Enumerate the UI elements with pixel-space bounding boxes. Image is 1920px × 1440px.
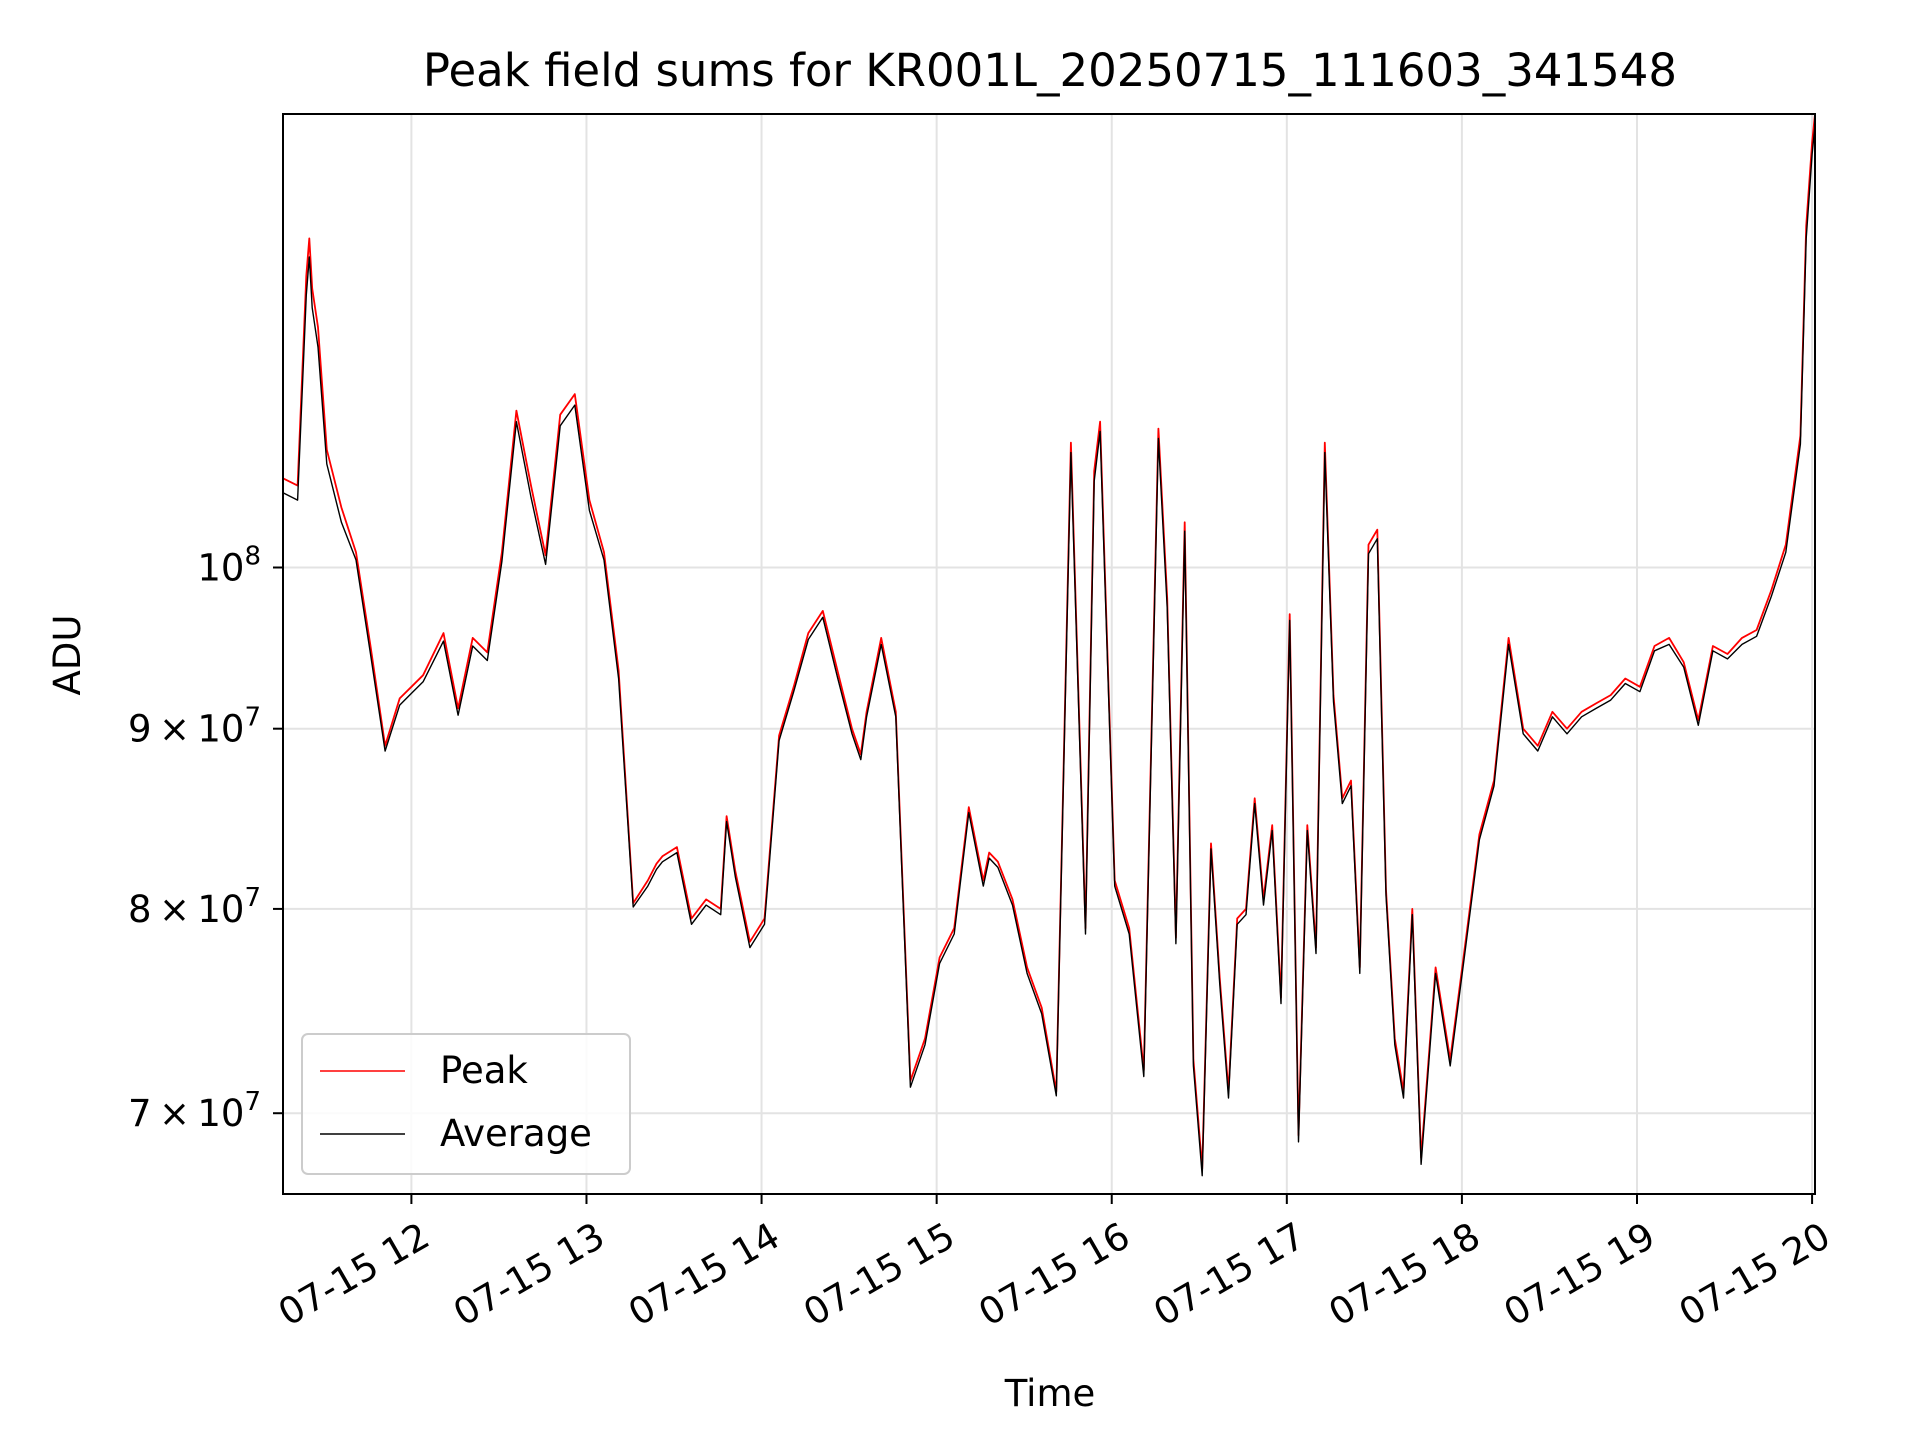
plot-series bbox=[282, 113, 1816, 1177]
y-tick-label: 7 × 107 bbox=[128, 1087, 261, 1135]
plot-frame bbox=[282, 113, 1816, 1195]
series-line-average bbox=[282, 125, 1816, 1177]
chart-title: Peak field sums for KR001L_20250715_1116… bbox=[423, 44, 1677, 97]
y-tick-label: 8 × 107 bbox=[128, 883, 261, 931]
y-tick-label: 108 bbox=[197, 541, 261, 589]
legend-label-peak: Peak bbox=[440, 1049, 528, 1092]
series-line-peak bbox=[282, 113, 1816, 1170]
x-axis-label: Time bbox=[1004, 1372, 1096, 1415]
legend: Peak Average bbox=[301, 1033, 631, 1175]
y-axis-label: ADU bbox=[46, 615, 89, 696]
legend-box bbox=[301, 1033, 631, 1175]
y-axis-ticks: 7 × 107 8 × 107 9 × 107 108 bbox=[128, 541, 283, 1135]
y-tick-label: 9 × 107 bbox=[128, 703, 261, 751]
legend-label-average: Average bbox=[440, 1112, 592, 1155]
grid-lines bbox=[283, 114, 1815, 1194]
